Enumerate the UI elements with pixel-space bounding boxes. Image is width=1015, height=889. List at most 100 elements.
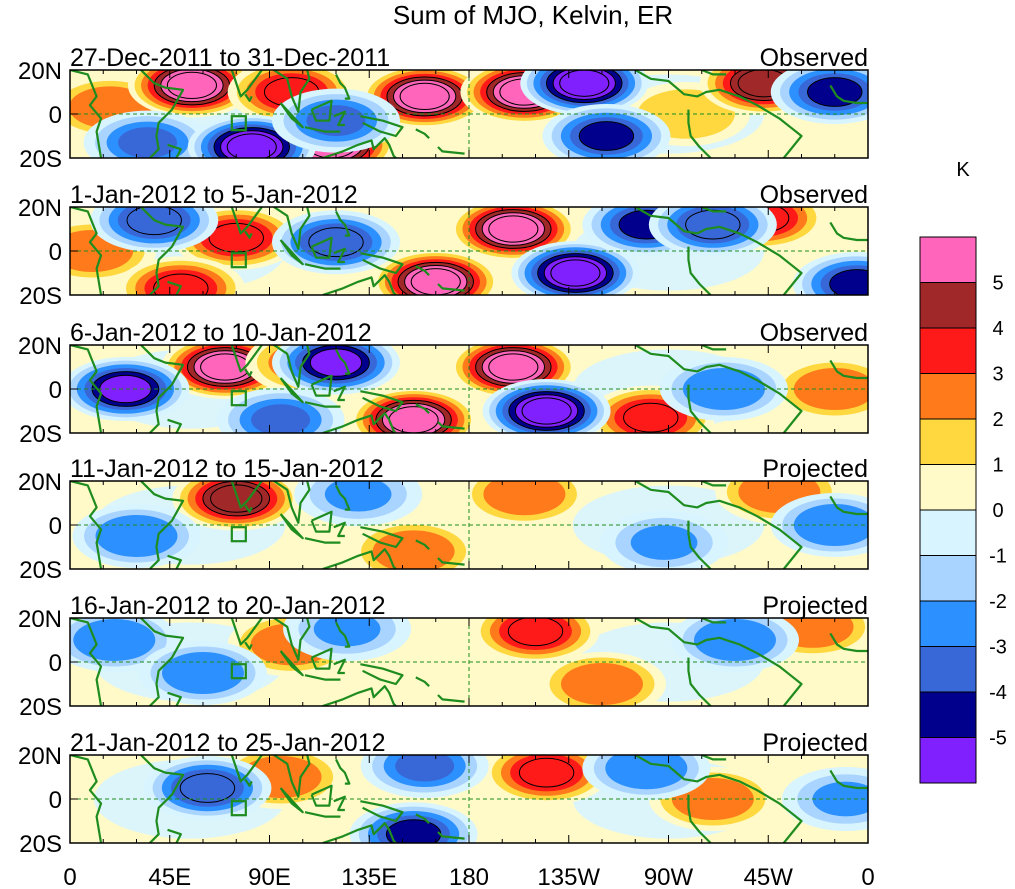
colorbar-swatch	[919, 464, 977, 511]
figure-title: Sum of MJO, Kelvin, ER	[393, 0, 673, 30]
lat-tick-label: 0	[49, 239, 62, 266]
coastline	[279, 102, 304, 129]
coastline	[829, 495, 868, 516]
colorbar-swatch	[919, 600, 977, 647]
colorbar-swatch	[919, 555, 977, 602]
coastline	[701, 481, 727, 487]
anomaly-contour	[616, 755, 676, 784]
anomaly-contour	[399, 82, 450, 111]
coastline	[196, 70, 264, 98]
panel-kind-label: Observed	[760, 319, 868, 347]
lon-tick-label: 45E	[148, 864, 191, 889]
panel-5: 16-Jan-2012 to 20-Jan-2012 Projected 20N 0 2…	[18, 592, 869, 721]
colorbar-swatch	[919, 236, 977, 283]
anomaly-contour	[324, 481, 392, 512]
anomaly-contour	[251, 404, 311, 433]
anomaly-contour	[84, 624, 144, 656]
lat-tick-label: 0	[49, 513, 62, 540]
coastline	[273, 618, 311, 661]
panel-1: 27-Dec-2011 to 31-Dec-2011 Observed 20N 0 20…	[18, 44, 869, 173]
coastline	[273, 207, 311, 250]
coastline	[279, 239, 304, 266]
coastline	[167, 280, 182, 295]
coastline	[701, 207, 727, 213]
anomaly-field	[70, 70, 868, 158]
coastline	[322, 412, 397, 433]
panels-layer: 27-Dec-2011 to 31-Dec-2011 Observed 20N 0 20…	[18, 44, 869, 858]
anomaly-contour	[623, 402, 679, 433]
coastline	[167, 554, 182, 569]
anomaly-contour	[630, 525, 698, 560]
panel-kind-label: Projected	[762, 592, 868, 620]
colorbar-swatch	[919, 327, 977, 374]
coastline	[70, 755, 103, 843]
coastline	[140, 755, 185, 843]
anomaly-cold	[360, 755, 489, 798]
colorbar-tick-label: 4	[992, 318, 1003, 340]
coastline	[634, 345, 803, 433]
coastline	[360, 526, 404, 549]
panel-6: 21-Jan-2012 to 25-Jan-2012 Projected 20N 0 2…	[18, 729, 869, 858]
coastline	[70, 207, 103, 295]
coastlines	[70, 481, 868, 569]
anomaly-contour	[226, 133, 277, 158]
anomaly-contour	[572, 668, 632, 700]
coastline	[196, 755, 264, 783]
colorbar-tick-label: -3	[989, 637, 1007, 659]
anomaly-cold	[70, 618, 179, 672]
region-box-marker	[230, 663, 247, 680]
coastline	[701, 345, 727, 351]
lat-tick-label: 0	[49, 650, 62, 677]
coastline	[304, 401, 341, 408]
panel-kind-label: Observed	[760, 44, 868, 72]
coastline	[304, 811, 341, 818]
colorbar-unit-label: K	[956, 159, 970, 181]
panel-date-range: 27-Dec-2011 to 31-Dec-2011	[70, 44, 390, 72]
coastline	[829, 221, 868, 242]
coastline	[167, 691, 182, 706]
panel-date-range: 11-Jan-2012 to 15-Jan-2012	[70, 455, 384, 483]
coastline	[196, 481, 264, 509]
anomaly-contour	[173, 657, 233, 689]
coastline	[829, 769, 868, 790]
colorbar-tick-label: 2	[992, 409, 1003, 431]
longitude-axis: 0 45E 90E 135E 180 135W 90W 45W 0	[63, 864, 874, 889]
colorbar-swatch	[919, 373, 977, 420]
coastline	[244, 641, 253, 650]
anomaly-warm	[471, 618, 600, 664]
coastline	[687, 246, 712, 295]
lat-tick-label: 20N	[18, 58, 62, 85]
coastline	[167, 143, 182, 158]
colorbar-swatch	[919, 282, 977, 329]
anomaly-cold	[482, 379, 611, 433]
coastline	[415, 676, 430, 687]
coastline	[304, 126, 341, 133]
coastline	[335, 348, 351, 375]
lat-tick-label: 20S	[19, 694, 62, 721]
coastline	[322, 548, 397, 569]
anomaly-cold	[582, 755, 711, 801]
coastlines	[70, 618, 868, 706]
coastline	[829, 359, 868, 380]
panel-kind-label: Observed	[760, 181, 868, 209]
lat-tick-label: 20S	[19, 831, 62, 858]
anomaly-warm	[116, 256, 245, 295]
coastline	[360, 800, 404, 823]
region-box-marker	[230, 115, 247, 132]
anomaly-warm	[371, 249, 500, 295]
anomaly-contour	[494, 481, 554, 510]
panel-date-range: 1-Jan-2012 to 5-Jan-2012	[70, 181, 358, 209]
coastline	[310, 647, 333, 670]
coastline	[310, 374, 333, 397]
coastline	[140, 207, 185, 295]
colorbar-tick-label: 3	[992, 364, 1003, 386]
coastline	[273, 481, 311, 524]
coastline	[322, 137, 397, 158]
anomaly-contour	[153, 273, 209, 295]
anomaly-contour	[118, 127, 178, 158]
anomaly-contour	[107, 520, 166, 552]
coastline	[244, 778, 253, 787]
coastline	[244, 93, 253, 102]
coastline	[415, 539, 430, 550]
anomaly-cold	[648, 207, 777, 257]
